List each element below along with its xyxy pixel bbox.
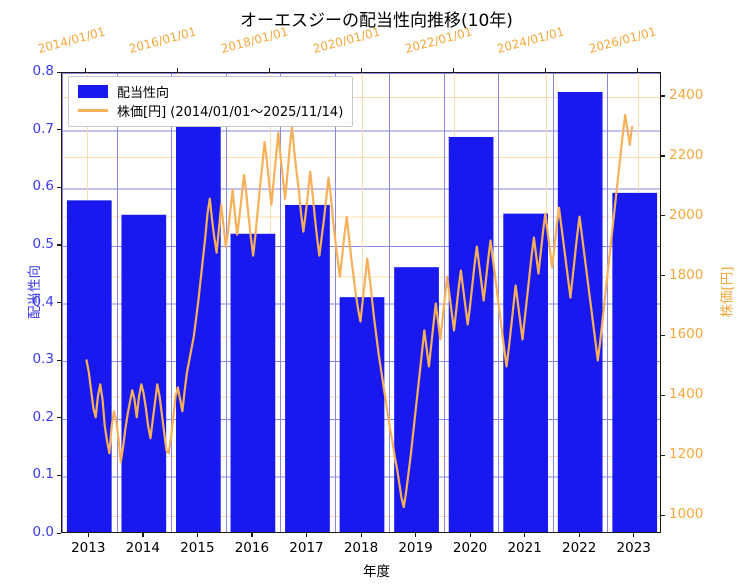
right-tick-1800: 1800 — [669, 266, 704, 283]
right-tick-mark — [661, 95, 665, 97]
left-tick-mark — [57, 186, 61, 188]
right-tick-2400: 2400 — [669, 86, 704, 103]
legend-swatch-bar-icon — [78, 85, 108, 98]
bottom-tick-mark — [196, 533, 199, 537]
x-tick-2018: 2018 — [343, 540, 379, 556]
bottom-tick-mark — [415, 533, 417, 537]
legend-item-line: 株価[円] (2014/01/01～2025/11/14) — [78, 101, 343, 120]
top-tick-mark — [85, 68, 87, 72]
bottom-tick-mark — [633, 533, 635, 537]
bottom-tick-mark — [360, 533, 362, 537]
right-tick-mark — [661, 514, 665, 516]
x-tick-2015: 2015 — [180, 540, 215, 556]
right-tick-mark — [661, 155, 665, 157]
top-tick-mark — [176, 68, 179, 72]
right-tick-mark — [661, 334, 665, 337]
left-tick-mark — [57, 71, 61, 73]
plot-area — [61, 72, 661, 533]
legend-label-bar: 配当性向 — [117, 86, 170, 101]
legend-swatch-line-icon — [78, 109, 108, 112]
left-tick-0.5: 0.5 — [32, 235, 54, 252]
x-tick-2014: 2014 — [125, 540, 160, 556]
x-tick-2020: 2020 — [452, 540, 488, 556]
left-tick-0.0: 0.0 — [32, 524, 54, 540]
right-axis-title: 株価[円] — [719, 266, 736, 318]
right-tick-2200: 2200 — [669, 146, 704, 163]
top-tick-mark — [544, 68, 546, 72]
top-tick-mark — [268, 68, 271, 72]
left-tick-mark — [57, 244, 61, 246]
chart-title: オーエスジーの配当性向推移(10年) — [240, 11, 513, 31]
left-tick-0.6: 0.6 — [32, 178, 54, 195]
bottom-tick-mark — [469, 533, 471, 537]
x-tick-2016: 2016 — [234, 540, 270, 556]
left-tick-mark — [57, 359, 61, 361]
legend-label-line: 株価[円] (2014/01/01～2025/11/14) — [117, 105, 344, 120]
x-tick-2021: 2021 — [507, 540, 542, 556]
top-tick-mark — [636, 68, 638, 72]
bottom-tick-mark — [305, 533, 308, 537]
legend-item-bar: 配当性向 — [78, 82, 343, 101]
bottom-tick-mark — [142, 533, 144, 537]
right-tick-1600: 1600 — [669, 326, 704, 343]
bottom-tick-mark — [251, 533, 253, 537]
chart-legend: 配当性向 株価[円] (2014/01/01～2025/11/14) — [68, 76, 354, 127]
x-tick-2022: 2022 — [561, 540, 597, 556]
bar-series — [66, 92, 658, 532]
x-tick-2013: 2013 — [71, 540, 106, 556]
right-tick-1200: 1200 — [669, 446, 704, 463]
left-tick-mark — [57, 532, 61, 534]
line-series — [85, 113, 634, 509]
left-tick-mark — [57, 474, 61, 477]
bottom-axis-title: 年度 — [363, 564, 390, 580]
left-tick-mark — [57, 129, 61, 131]
x-tick-2019: 2019 — [398, 540, 433, 556]
right-tick-1400: 1400 — [669, 386, 704, 403]
left-axis-title: 配当性向 — [27, 265, 43, 319]
right-tick-mark — [661, 454, 665, 456]
top-tick-mark — [452, 68, 454, 72]
left-tick-0.7: 0.7 — [32, 120, 54, 137]
left-tick-0.3: 0.3 — [32, 351, 54, 368]
x-tick-2023: 2023 — [616, 540, 651, 556]
left-tick-mark — [57, 302, 61, 304]
bottom-tick-mark — [524, 533, 526, 537]
left-tick-0.4: 0.4 — [32, 293, 54, 310]
right-tick-mark — [661, 275, 665, 277]
left-tick-0.1: 0.1 — [32, 466, 54, 483]
right-tick-1000: 1000 — [669, 506, 704, 523]
x-tick-2017: 2017 — [289, 540, 324, 556]
left-tick-0.2: 0.2 — [32, 408, 54, 425]
right-tick-mark — [661, 215, 665, 217]
right-tick-2000: 2000 — [669, 206, 704, 223]
bottom-tick-mark — [578, 533, 580, 537]
left-tick-mark — [57, 417, 61, 419]
top-tick-mark — [360, 68, 362, 72]
left-tick-0.8: 0.8 — [32, 63, 54, 79]
bottom-tick-mark — [87, 533, 89, 537]
right-tick-mark — [661, 394, 665, 396]
